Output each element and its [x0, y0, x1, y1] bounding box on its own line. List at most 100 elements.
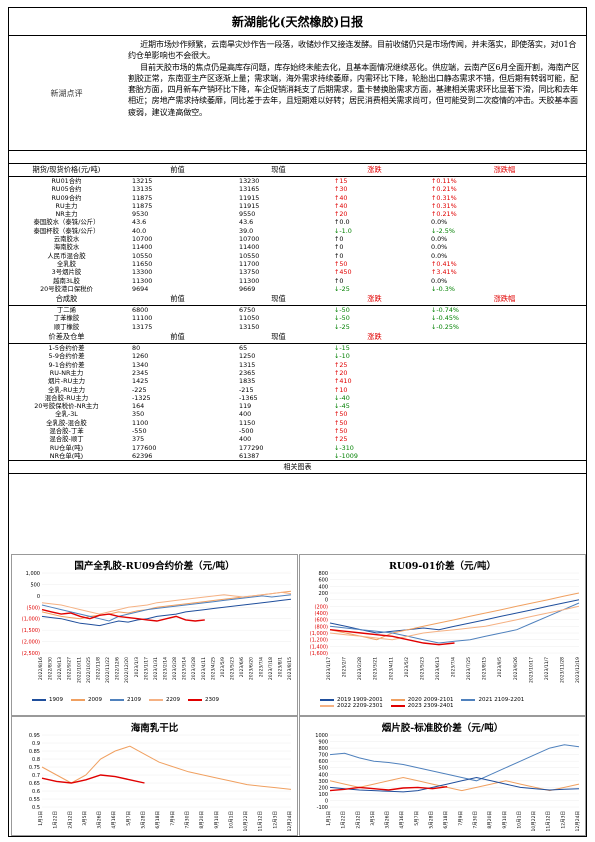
header-cell-chg: 涨跌 — [326, 164, 423, 177]
table-row: RU01合约 13215 13230 ↑15 ↑0.11% — [9, 177, 586, 186]
cell-name: RU01合约 — [51, 177, 82, 185]
legend-item: 2022 2209-2301 — [320, 703, 383, 709]
x-tick-label: 2022/9/27 — [67, 657, 73, 680]
cell-pct — [423, 402, 586, 410]
y-tick-label: 500 — [318, 766, 328, 772]
cell-name: 海南胶水 — [53, 243, 80, 252]
table-row: 烟片-RU主力 1425 1835 ↑410 — [9, 377, 586, 385]
x-tick-label: 9月10日 — [214, 811, 220, 829]
cell-prev: 10700 — [132, 235, 153, 244]
y-tick-label: 0.55 — [29, 797, 40, 803]
x-tick-label: 7月30日 — [184, 811, 190, 829]
y-tick-label: 0.85 — [29, 749, 40, 755]
cell-prev: 13175 — [132, 322, 153, 331]
x-tick-label: 12月24日 — [287, 811, 293, 831]
chart-title: RU09-01价差（元/吨） — [388, 561, 497, 572]
legend-swatch — [461, 698, 476, 701]
y-tick-label: 0.5 — [32, 805, 40, 811]
y-tick-label: (1,200) — [310, 638, 328, 644]
x-tick-label: 5月28日 — [429, 811, 435, 829]
y-tick-label: 600 — [318, 759, 328, 765]
cell-pct: ↑0.31% — [431, 201, 457, 210]
cell-cur: 1315 — [239, 360, 256, 369]
legend-swatch — [320, 704, 334, 707]
x-tick-label: 3月26日 — [385, 811, 391, 829]
cell-cur: 61387 — [239, 451, 260, 460]
cell-prev: 10550 — [132, 251, 153, 260]
cell-cur: -215 — [239, 385, 254, 394]
header-cell-chg: 涨跌 — [326, 331, 423, 345]
legend-label: 2309 — [205, 697, 219, 703]
table-row: RU-NR主力 2345 2365 ↑20 — [9, 369, 586, 377]
x-tick-label: 2023/4/25 — [210, 657, 216, 680]
x-tick-label: 2023/12/19 — [575, 657, 581, 683]
table-section-header: 期货/现货价格(元/吨) 前值 现值 涨跌 涨跌幅 — [9, 164, 586, 177]
y-tick-label: 1000 — [315, 733, 328, 739]
table-row: 全乳胶-混合胶 1100 1150 ↑50 — [9, 419, 586, 427]
x-tick-label: 3月5日 — [370, 811, 376, 826]
cell-prev: 11650 — [132, 259, 153, 268]
cell-chg: ↓-25 — [334, 322, 350, 331]
x-tick-label: 2023/2/28 — [172, 657, 178, 680]
table-row: 20号胶港口保税价 9694 9669 ↓-25 ↓-0.3% — [9, 285, 586, 293]
y-tick-label: 500 — [30, 582, 40, 588]
legend-item: 1909 — [32, 697, 63, 703]
cell-pct: ↓-0.3% — [431, 284, 455, 293]
chart-legend: 1909 2009 2109 2209 2309 — [32, 697, 287, 703]
cell-prev: 375 — [132, 435, 145, 444]
cell-cur: 11915 — [239, 193, 260, 202]
chart-2: 海南乳干比 0.95 0.9 0.85 0.8 0.75 0.7 0.65 0.6 0.55 0.5… — [11, 716, 298, 836]
x-tick-label: 2023/1/17 — [143, 657, 149, 680]
table-row: 全乳胶 11650 11700 ↑50 ↑0.41% — [9, 260, 586, 268]
y-tick-label: 1,000 — [26, 571, 40, 577]
cell-cur: 10700 — [239, 235, 260, 244]
cell-cur: 177290 — [239, 443, 264, 452]
cell-pct: 0.0% — [431, 251, 448, 260]
cell-prev: 13300 — [132, 268, 153, 277]
charts-area: 国产全乳胶-RU09合约价差（元/吨） 1,000 500 0 (500) (1,000)… — [9, 548, 586, 836]
header-cell-prev: 前值 — [124, 164, 231, 177]
y-tick-label: 200 — [318, 591, 328, 597]
x-tick-label: 5月7日 — [414, 811, 420, 826]
x-tick-label: 3月5日 — [82, 811, 88, 826]
table-row: 人民币混合胶 10550 10550 ↑0 0.0% — [9, 252, 586, 260]
cell-chg: ↑10 — [334, 385, 348, 394]
cell-name: 20号胶港口保税价 — [40, 284, 93, 293]
cell-cur: 13230 — [239, 177, 260, 185]
chart-plot: 8006004002000(200)(400)(600)(800)(1,000)… — [310, 571, 581, 683]
cell-name: 顺丁橡胶 — [53, 322, 80, 331]
table-row: NR主力 9530 9550 ↑20 ↑0.21% — [9, 210, 586, 218]
cell-chg: ↓-1009 — [334, 451, 358, 460]
cell-pct — [423, 344, 586, 353]
y-tick-label: 0.95 — [29, 733, 40, 739]
chart-title: 烟片胶-标准胶价差（元/吨） — [381, 723, 504, 734]
cell-prev: 350 — [132, 410, 145, 419]
x-tick-label: 2023/4/11 — [201, 657, 207, 680]
cell-prev: 11875 — [132, 201, 153, 210]
y-tick-label: (1,000) — [310, 631, 328, 637]
cell-cur: 13165 — [239, 185, 260, 194]
cell-cur: 1250 — [239, 352, 256, 361]
x-tick-label: 2023/2/28 — [357, 657, 363, 680]
cell-pct — [423, 452, 586, 460]
series-line — [41, 598, 292, 627]
header-cell-name: 价差及仓单 — [9, 331, 124, 345]
cell-name: 越南3L胶 — [53, 276, 80, 285]
x-tick-label: 2023/7/4 — [451, 657, 457, 677]
cell-cur: 400 — [239, 410, 252, 419]
cell-pct — [423, 419, 586, 427]
x-tick-label: 4月16日 — [399, 811, 405, 829]
y-tick-label: (1,000) — [22, 617, 40, 623]
cell-name: 泰国杯胶（泰铢/公斤） — [33, 226, 100, 235]
cell-cur: 13150 — [239, 322, 260, 331]
cell-cur: 11400 — [239, 243, 260, 252]
report-title: 新湖能化(天然橡胶)日报 — [9, 8, 586, 36]
x-tick-label: 2023/6/20 — [249, 657, 255, 680]
cell-cur: 39.0 — [239, 226, 254, 235]
series-line — [41, 774, 145, 784]
y-tick-label: (600) — [315, 618, 328, 624]
y-tick-label: 200 — [318, 785, 328, 791]
cell-name: RU-NR主力 — [49, 368, 84, 377]
cell-name: 烟片-RU主力 — [48, 377, 85, 386]
x-tick-label: 12月24日 — [575, 811, 581, 831]
